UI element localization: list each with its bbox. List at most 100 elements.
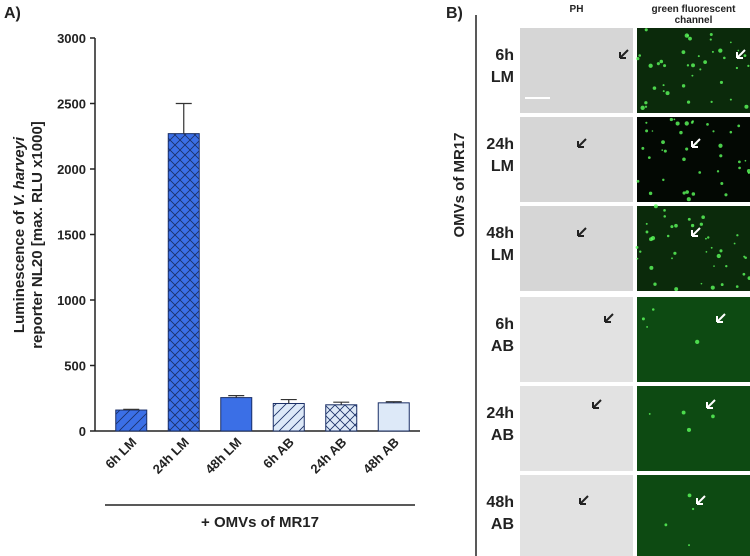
fluorescent-dot [661,149,664,151]
y-tick-label: 2500 [57,97,86,112]
fluorescent-dot [737,124,741,128]
fluorescent-dot [686,100,691,104]
fluorescent-dot [706,122,709,126]
fluorescent-dot [662,90,665,93]
row-label: 48h [486,494,514,511]
fluorescent-dot [666,234,670,238]
fluorescent-dot [663,215,666,218]
ph-image [520,28,633,113]
fluorescent-dot [719,249,723,253]
fluorescent-dot [737,160,741,164]
fluorescent-dot [747,64,750,68]
fluorescent-dot [681,84,686,88]
fluorescent-dot [713,265,715,267]
fluorescent-dot [691,192,696,196]
fluorescent-dot [685,147,689,151]
bar [220,397,253,432]
arrow [706,399,716,409]
fluorescent-dot [709,38,712,41]
y-axis-label-line2: reporter NL20 [max. RLU x1000] [29,121,46,349]
fluorescent-dot [691,507,695,511]
arrow [691,227,701,237]
column-header: channel [675,15,713,26]
fluorescent-dot [744,159,747,162]
fluorescent-dot [685,190,689,194]
fluorescent-dot [636,56,640,61]
arrow [579,495,589,505]
fluorescent-dot [645,121,648,124]
fluorescent-dot [707,236,710,239]
y-tick-label: 500 [64,359,86,374]
fluorescent-dot [664,523,668,527]
fluorescent-dot [640,105,645,110]
fluorescent-dot [653,204,658,209]
row-label: AB [491,338,514,355]
error-bar [385,401,402,403]
fluorescent-dot [705,251,708,253]
fluorescent-dot [718,48,723,53]
fluorescent-dot [645,222,648,225]
fluorescent-dot [691,74,694,77]
fluorescence-image [637,28,750,113]
row-label: 6h [495,316,514,333]
fluorescent-dot [656,62,660,66]
row-label: LM [491,247,514,264]
row-label: LM [491,69,514,86]
fluorescent-dot [724,193,728,197]
fluorescent-dot [661,140,665,145]
arrow [696,495,706,505]
fluorescent-dot [687,217,691,221]
fluorescent-dot [699,222,703,226]
fluorescent-dot [639,250,642,253]
fluorescent-dot [729,41,732,44]
fluorescent-dot [719,80,724,85]
fluorescent-dot [665,91,670,96]
fluorescent-dot [644,105,648,108]
fluorescent-dot [691,63,695,68]
fluorescent-dot [681,50,686,55]
fluorescent-dot [635,245,639,249]
fluorescent-dot [746,169,750,173]
fluorescent-dot [645,230,649,234]
fluorescent-dot [674,287,679,292]
error-bar [123,408,140,411]
fluorescent-dot [703,60,707,65]
fluorescent-dot [736,234,739,237]
bar [272,402,305,432]
row-label: AB [491,427,514,444]
fluorescent-dot [723,56,726,60]
arrow [592,399,602,409]
fluorescent-dot [744,104,749,109]
fluorescent-dot [729,98,732,101]
fluorescence-image [637,206,750,291]
fluorescent-dot [711,50,714,53]
x-tick-label: 48h LM [202,435,244,477]
fluorescent-dot [671,257,673,260]
fluorescent-dot [650,236,656,241]
arrow [577,138,587,148]
ph-image [520,206,633,291]
bar [167,133,200,432]
arrow [619,49,629,59]
fluorescent-dot [662,84,665,87]
fluorescent-dot [679,130,683,135]
fluorescent-dot [720,182,724,186]
row-label: AB [491,516,514,533]
x-tick-label: 48h AB [360,435,402,477]
panel-label: A) [4,5,21,22]
fluorescent-dot [663,149,667,153]
fluorescent-dot [729,130,733,134]
fluorescent-dot [688,36,692,41]
side-label: OMVs of MR17 [451,132,468,237]
y-tick-label: 3000 [57,31,86,46]
fluorescent-dot [648,412,651,415]
fluorescent-dot [648,63,653,68]
fluorescent-dot [686,427,692,432]
fluorescent-dot [737,49,740,52]
fluorescence-image [637,386,750,471]
fluorescent-dot [651,130,654,132]
y-tick-label: 0 [79,424,86,439]
fluorescent-dot [735,285,739,288]
fluorescent-dot [701,215,705,220]
fluorescent-dot [644,28,648,32]
